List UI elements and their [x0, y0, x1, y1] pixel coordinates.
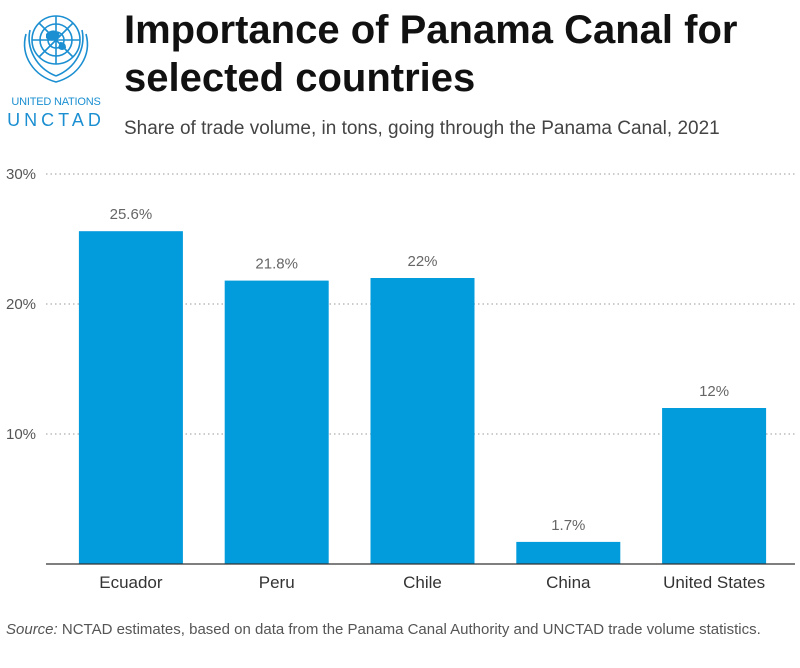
unctad-logo: UNITED NATIONS UNCTAD: [6, 4, 106, 130]
logo-text-united-nations: UNITED NATIONS: [11, 96, 101, 108]
logo-text-unctad: UNCTAD: [7, 110, 105, 130]
source-note: Source: NCTAD estimates, based on data f…: [6, 620, 766, 640]
x-tick-label: United States: [663, 573, 765, 592]
bar: [516, 541, 621, 564]
x-tick-label: China: [546, 573, 591, 592]
x-tick-label: Chile: [403, 573, 442, 592]
chart-subtitle: Share of trade volume, in tons, going th…: [124, 118, 720, 139]
un-emblem-icon: [23, 15, 89, 83]
y-tick-label: 10%: [6, 426, 36, 443]
data-label: 21.8%: [255, 256, 298, 273]
source-label: Source:: [6, 621, 58, 638]
data-label: 25.6%: [110, 206, 153, 223]
source-text: NCTAD estimates, based on data from the …: [57, 621, 761, 638]
bar: [662, 408, 767, 564]
chart-title: Importance of Panama Canal for selected …: [124, 8, 738, 100]
data-label: 1.7%: [551, 517, 585, 534]
bar: [370, 278, 475, 564]
data-label: 12%: [699, 383, 729, 400]
data-label: 22%: [407, 253, 437, 270]
bar: [224, 280, 329, 564]
bar: [78, 231, 183, 564]
y-tick-label: 30%: [6, 166, 36, 183]
bar-chart: 10% 20% 30% 25.6% Ecuador 21.8% Peru 22% Chile 1.…: [6, 166, 795, 592]
y-tick-label: 20%: [6, 296, 36, 313]
x-tick-label: Ecuador: [99, 573, 163, 592]
x-tick-label: Peru: [259, 573, 295, 592]
